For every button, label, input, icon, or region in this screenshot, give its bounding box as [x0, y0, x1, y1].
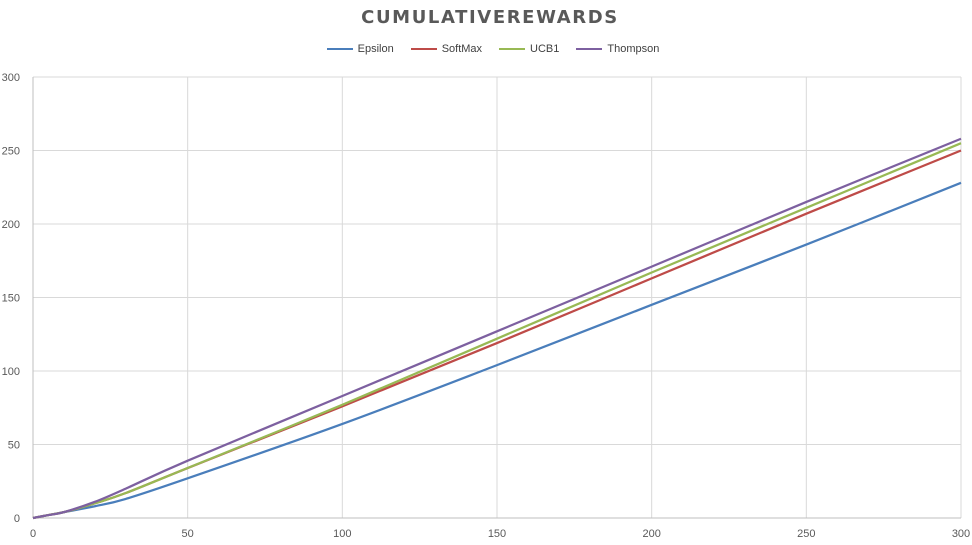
legend-swatch: [326, 48, 353, 50]
x-tick-label: 300: [952, 528, 970, 540]
legend-item-ucb1: UCB1: [499, 43, 559, 55]
y-tick-label: 100: [2, 366, 20, 378]
axes: [32, 77, 961, 519]
legend-label: SoftMax: [441, 43, 483, 55]
legend-item-epsilon: Epsilon: [326, 43, 394, 55]
y-tick-label: 50: [8, 440, 20, 452]
x-tick-label: 200: [642, 528, 660, 540]
x-tick-label: 100: [333, 528, 351, 540]
x-tick-label: 250: [797, 528, 815, 540]
legend-swatch: [576, 48, 603, 50]
legend-swatch: [499, 48, 526, 50]
legend-item-softmax: SoftMax: [410, 43, 483, 55]
y-tick-label: 300: [2, 72, 20, 84]
legend-swatch: [410, 48, 437, 50]
x-tick-label: 50: [182, 528, 194, 540]
legend-item-thompson: Thompson: [576, 43, 659, 55]
chart-title: CUMULATIVEREWARDS: [361, 7, 619, 28]
legend-label: Epsilon: [357, 43, 394, 55]
y-tick-label: 250: [2, 146, 20, 158]
gridlines: [33, 76, 962, 518]
series-lines: [32, 137, 962, 520]
y-tick-label: 150: [2, 293, 20, 305]
y-tick-labels: 0 50 100 150 200 250 300: [2, 72, 20, 525]
legend: Epsilon SoftMax UCB1 Thompson: [0, 43, 972, 55]
legend-label: UCB1: [530, 43, 560, 55]
series-line-thompson: [32, 137, 962, 520]
x-tick-labels: 0 50 100 150 200 250 300: [30, 528, 970, 540]
x-tick-label: 150: [488, 528, 506, 540]
y-tick-label: 0: [14, 513, 20, 525]
y-tick-label: 200: [2, 219, 20, 231]
x-tick-label: 0: [30, 528, 36, 540]
legend-label: Thompson: [607, 43, 660, 55]
